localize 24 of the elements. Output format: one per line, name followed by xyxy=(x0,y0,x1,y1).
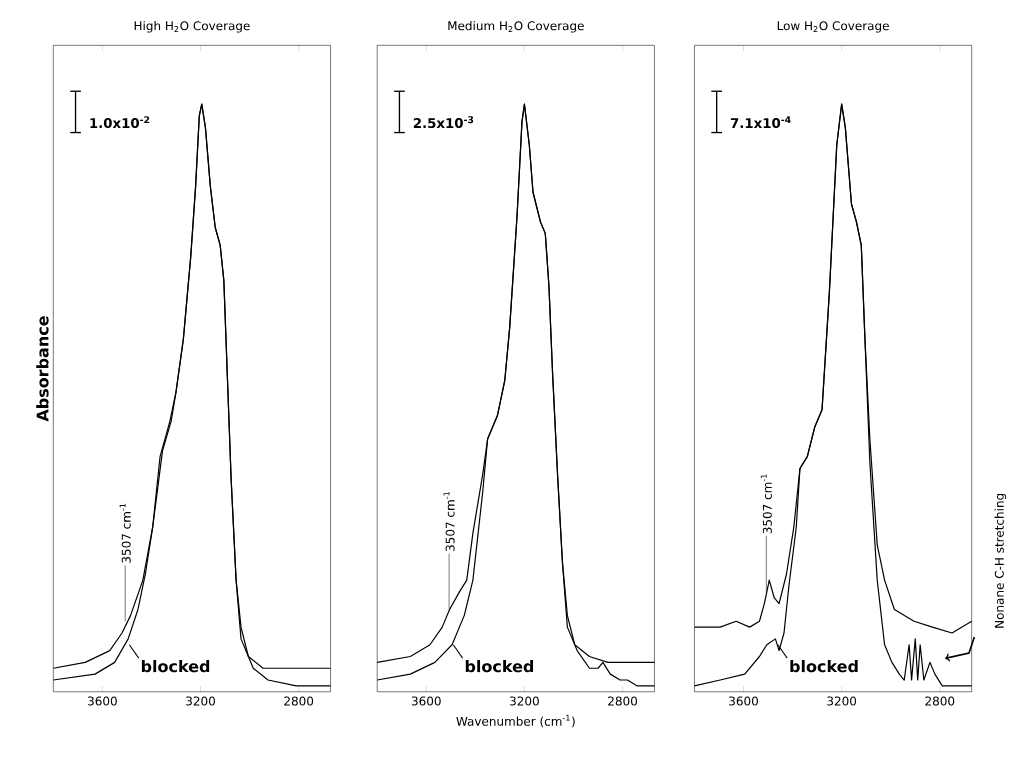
x-tick-label: 3200 xyxy=(186,696,215,706)
text: Nonane C-H stretching xyxy=(994,493,1007,628)
x-tick-label: 3600 xyxy=(729,696,758,706)
annotation: 3507 cm$^{-1}$ xyxy=(760,474,772,534)
x-tick-label: 2800 xyxy=(925,696,955,706)
x-tick-label: 3600 xyxy=(411,696,441,706)
x-tick-label: 2800 xyxy=(608,696,638,706)
annotation: 2.5x10$^{-3}$ xyxy=(413,116,474,129)
annotation: 1.0x10$^{-2}$ xyxy=(90,116,150,129)
x-tick-label: 3200 xyxy=(827,696,857,706)
annotation: blocked xyxy=(465,659,534,673)
chart-title: Low H$_{2}$O Coverage xyxy=(777,21,889,33)
annotation: 7.1x10$^{-4}$ xyxy=(730,116,791,129)
chart-title: High H$_{2}$O Coverage xyxy=(134,20,250,33)
annotation: blocked xyxy=(141,659,210,673)
annotation: blocked xyxy=(790,659,858,673)
y-axis-title: Absorbance xyxy=(36,316,49,422)
x-tick-label: 2800 xyxy=(284,696,314,706)
annotation: 3507 cm$^{-1}$ xyxy=(443,492,455,551)
x-axis-title: Wavenumber (cm$^{-1}$) xyxy=(456,714,575,728)
x-tick-label: 3600 xyxy=(88,696,117,706)
annotation: 3507 cm$^{-1}$ xyxy=(119,503,131,563)
x-tick-label: 3200 xyxy=(510,696,539,706)
chart-title: Medium H$_{2}$O Coverage xyxy=(448,20,584,33)
